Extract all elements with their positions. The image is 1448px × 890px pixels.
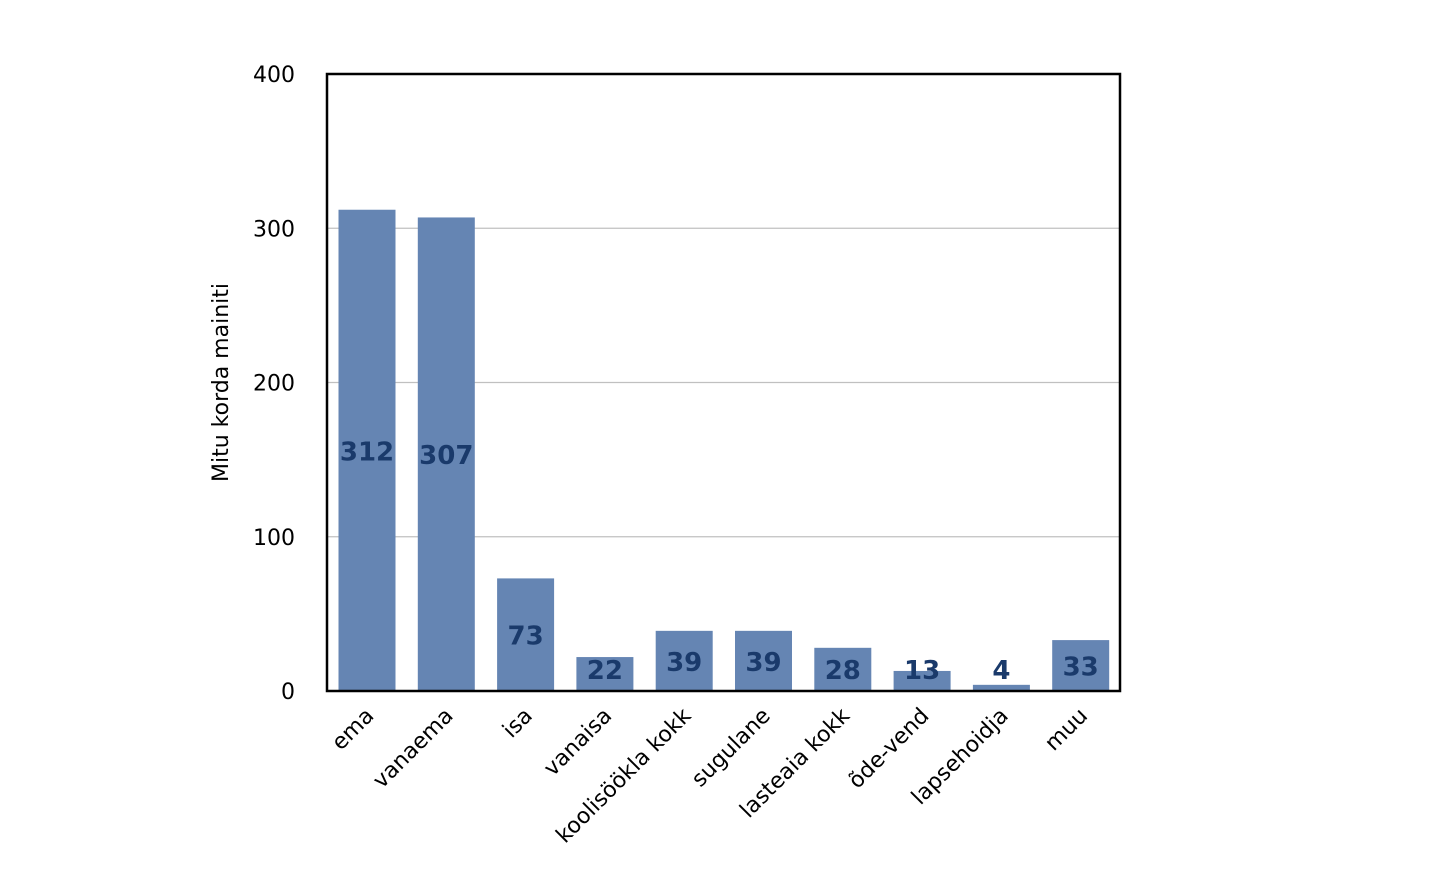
bar-8 [972,684,1030,691]
x-tick-label: isa [498,704,538,744]
y-tick-label: 300 [253,217,295,242]
plot-frame [325,72,1122,693]
data-label-3: 22 [587,656,623,686]
data-label-6: 28 [825,656,861,686]
bar-4 [655,630,713,691]
y-axis-title: Mitu korda mainiti [209,283,234,482]
data-label-4: 39 [666,648,702,678]
y-axis-ticks: 0 100 200 300 400 [253,63,295,705]
bar-7 [893,670,951,691]
bar-6 [814,647,872,691]
bar-5 [735,630,792,691]
data-label-5: 39 [745,648,781,678]
data-label-1: 307 [419,441,473,471]
bar-9 [1052,640,1110,691]
bar-0 [338,209,396,692]
x-tick-label: vanaema [368,704,458,794]
data-label-0: 312 [340,437,394,467]
bar-2 [497,578,555,691]
data-label-8: 4 [992,656,1010,686]
data-label-9: 33 [1063,653,1099,683]
data-labels: 312 307 73 22 39 39 28 13 4 33 [340,437,1099,686]
x-tick-label: vanaisa [539,704,617,782]
x-tick-label: muu [1040,704,1093,757]
x-tick-label: koolisöökla kokk [552,703,697,848]
y-tick-label: 200 [253,372,295,397]
y-tick-label: 0 [281,680,295,705]
bar-3 [576,657,634,691]
bar-1 [417,217,475,691]
data-label-2: 73 [508,622,544,652]
x-tick-label: ema [327,704,379,756]
y-tick-label: 100 [253,526,295,551]
data-label-7: 13 [904,656,940,686]
bars [338,209,1110,692]
y-tick-label: 400 [253,63,295,88]
